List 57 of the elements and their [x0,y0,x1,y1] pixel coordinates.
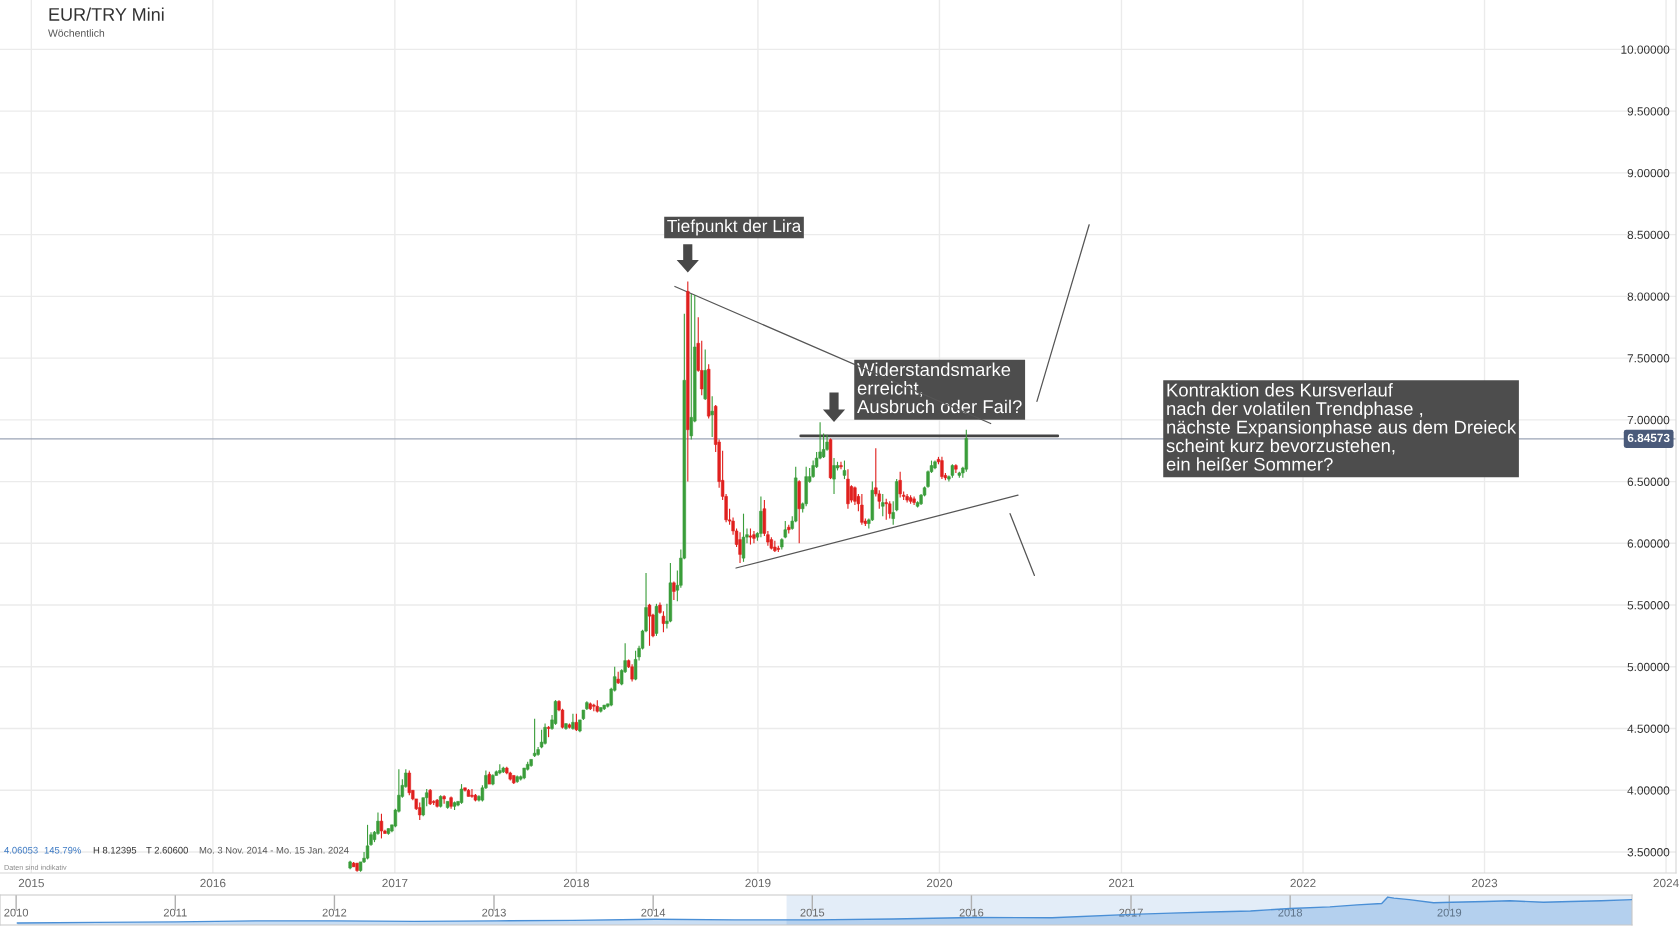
x-tick-label: 2015 [18,878,44,888]
candlestick [543,723,547,746]
x-tick-label: 2024 [1653,878,1679,888]
x-tick-label: 2011 [163,908,187,917]
y-tick-label: 3.50000 [1627,848,1670,857]
y-tick-label: 9.00000 [1627,168,1670,178]
annotation: Mo. 3 Nov. 2014 - Mo. 15 Jan. 2024 [199,846,349,854]
y-tick-label: 6.00000 [1627,539,1670,548]
candlestick [839,461,843,470]
y-tick-label: 8.00000 [1627,292,1670,301]
candlestick [442,794,446,805]
candlestick [898,471,902,499]
x-tick-label: 2020 [926,878,953,888]
x-tick-label: 2017 [382,878,408,888]
x-tick-label: 2018 [1278,908,1303,917]
candlestick [407,769,411,796]
x-tick-label: 2012 [322,908,347,917]
y-tick-label: 10.00000 [1621,45,1670,54]
x-tick-label: 2018 [563,878,590,888]
annotation: 145.79% [44,846,81,854]
y-tick-label: 5.50000 [1627,601,1670,610]
x-tick-label: 2016 [959,908,984,917]
x-tick-label: 2022 [1290,878,1316,888]
y-tick-label: 6.50000 [1627,477,1670,486]
annotation: T 2.60600 [146,846,188,854]
y-tick-label: 7.00000 [1627,415,1670,425]
candlestick [741,513,746,563]
y-tick-label: 9.50000 [1627,107,1670,116]
annotation: 4.06053 [4,846,38,854]
candlestick [884,498,888,521]
y-tick-label: 7.50000 [1627,354,1670,363]
x-tick-label: 2015 [800,908,825,917]
ref-line-label: 6.84573 [1627,433,1670,443]
x-tick-label: 2014 [641,908,666,917]
y-tick-label: 4.50000 [1627,724,1670,733]
x-tick-label: 2010 [4,908,29,917]
x-tick-label: 2023 [1471,878,1498,888]
x-tick-label: 2019 [745,878,771,888]
annotation: Kontraktion des Kursverlauf nach der volatilen Trendphase , nächste Expansionphase aus dem Dreieck scheint kurz bevorzustehen, ein heißer Sommer? [1166,383,1517,471]
candlestick [689,293,693,441]
x-tick-label: 2016 [200,878,226,888]
candlestick [470,788,474,799]
candlestick [881,493,885,517]
annotation: Tiefpunkt der Lira [667,219,802,236]
x-tick-label: 2021 [1108,878,1135,888]
candlestick [710,395,714,438]
y-tick-label: 4.00000 [1627,786,1670,795]
x-tick-label: 2019 [1437,908,1462,917]
annotation: H 8.12395 [93,846,137,854]
x-tick-label: 2013 [482,908,506,917]
chart-title: EUR/TRY Mini [49,7,164,21]
candlestick [832,457,836,495]
y-tick-label: 8.50000 [1627,230,1670,239]
y-tick-label: 5.00000 [1627,662,1670,672]
annotation: Widerstandsmarke erreicht, Ausbruch oder Fail? [857,362,1022,414]
candlestick [738,531,742,564]
text: Wöchentlich [48,29,105,37]
